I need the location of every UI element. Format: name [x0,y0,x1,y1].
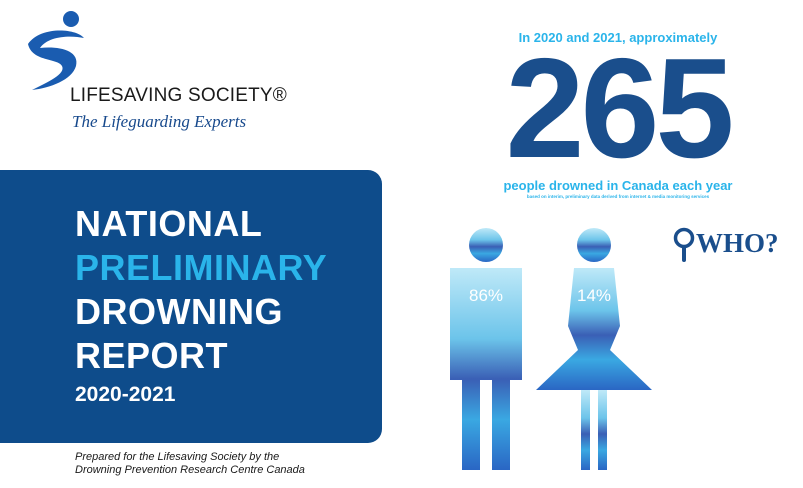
prepared-by: Prepared for the Lifesaving Society by t… [75,451,305,477]
gender-figures: 86% 14% [440,222,680,483]
who-heading: WHO? [672,225,782,265]
stat-caption: people drowned in Canada each year [503,178,733,193]
female-percentage: 14% [576,286,612,305]
prepared-by-line-1: Prepared for the Lifesaving Society by t… [75,451,280,463]
title-line-national: NATIONAL [75,203,263,244]
organization-tagline: The Lifeguarding Experts [72,112,247,131]
gender-figures-graphic [450,228,652,470]
male-figure-icon [450,228,522,470]
stat-intro: In 2020 and 2021, approximately [518,30,718,45]
magnifier-icon [673,227,695,262]
male-percentage: 86% [468,286,504,305]
stat-note: based on interim, preliminary data deriv… [526,194,710,199]
who-label: WHO? [696,228,779,258]
report-years: 2020-2021 [75,383,176,406]
title-line-drowning: DROWNING [75,291,283,332]
prepared-by-line-2: Drowning Prevention Research Centre Cana… [75,464,305,476]
title-line-report: REPORT [75,335,229,376]
report-title-panel [0,170,382,443]
organization-name: LIFESAVING SOCIETY® [70,85,287,106]
drowning-count: 265 [505,29,735,188]
title-line-preliminary: PRELIMINARY [75,247,328,288]
female-figure-icon [536,228,652,470]
lifesaving-society-logo-icon [28,11,84,90]
